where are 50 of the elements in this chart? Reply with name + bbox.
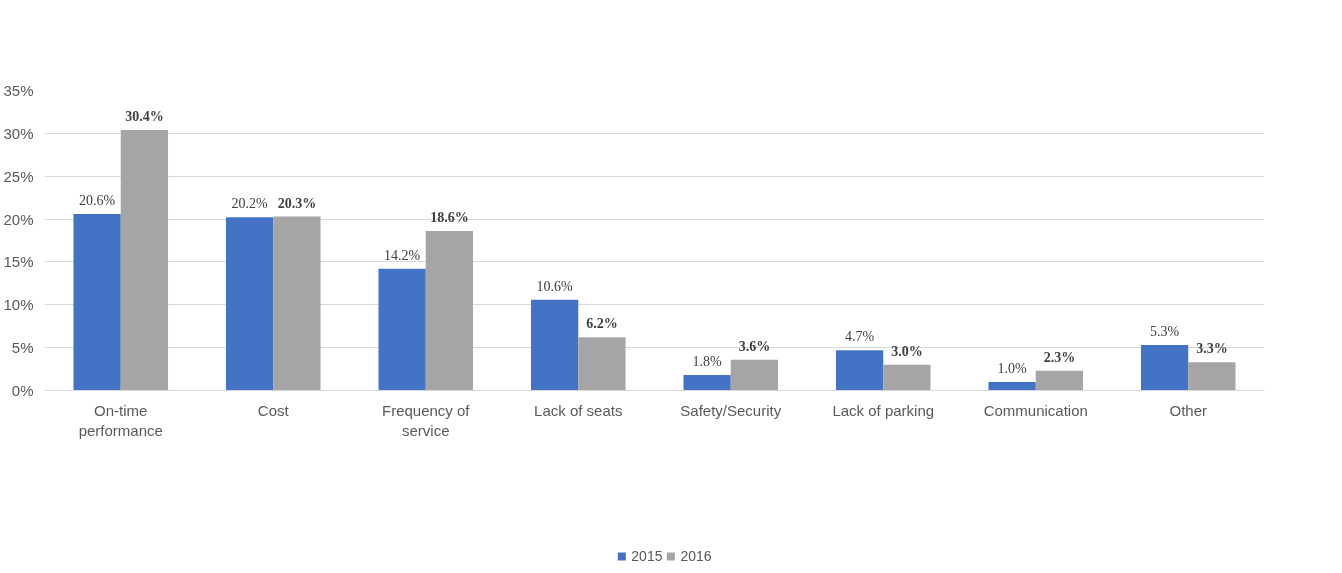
y-tick-label: 20% (3, 210, 34, 228)
y-tick-label: 30% (3, 124, 34, 142)
x-tick-label: Cost (257, 401, 290, 419)
bar (273, 216, 321, 391)
x-tick-label: On-time performance (78, 401, 163, 439)
x-tick-label: Communication (983, 401, 1088, 419)
legend-label: 2016 (680, 548, 712, 565)
bar (225, 217, 274, 391)
data-label: 1.0% (997, 360, 1028, 376)
bar (578, 337, 626, 391)
data-label: 30.4% (125, 108, 164, 124)
legend-label: 2015 (631, 548, 663, 565)
data-label: 10.6% (536, 278, 574, 294)
data-label: 18.6% (430, 210, 469, 226)
bar (530, 299, 579, 391)
x-tick-label: Lack of parking (832, 401, 935, 419)
bar (883, 364, 931, 391)
x-tick-label: Lack of seats (534, 401, 623, 419)
bar (73, 213, 121, 391)
bar (1035, 370, 1084, 391)
x-tick-label: Frequency of service (381, 401, 471, 439)
bar (1140, 345, 1189, 391)
data-label: 20.3% (277, 195, 317, 211)
data-label: 20.2% (231, 196, 269, 212)
data-label: 3.0% (891, 343, 923, 359)
data-label: 20.6% (79, 192, 116, 208)
data-label: 4.7% (845, 329, 875, 345)
y-tick-label: 5% (11, 339, 34, 357)
y-tick-label: 15% (3, 253, 34, 271)
y-tick-label: 35% (3, 82, 34, 99)
data-label: 2.3% (1043, 349, 1076, 365)
data-label: 1.8% (692, 354, 723, 370)
bar (378, 268, 426, 391)
data-label: 6.2% (586, 316, 618, 332)
bar (425, 231, 474, 391)
bar (120, 129, 169, 391)
data-label: 3.3% (1196, 341, 1228, 357)
x-tick-label: Safety/Security (680, 401, 782, 419)
bar (730, 359, 779, 391)
data-label: 3.6% (738, 338, 771, 354)
y-tick-label: 10% (3, 296, 34, 314)
y-tick-label: 25% (3, 167, 34, 185)
bar (683, 375, 731, 391)
bar (988, 381, 1036, 391)
bar (835, 350, 884, 391)
bar (1188, 362, 1236, 391)
data-label: 5.3% (1150, 324, 1180, 340)
data-label: 14.2% (384, 247, 421, 263)
x-tick-label: Other (1169, 401, 1208, 419)
y-tick-label: 0% (11, 382, 34, 399)
